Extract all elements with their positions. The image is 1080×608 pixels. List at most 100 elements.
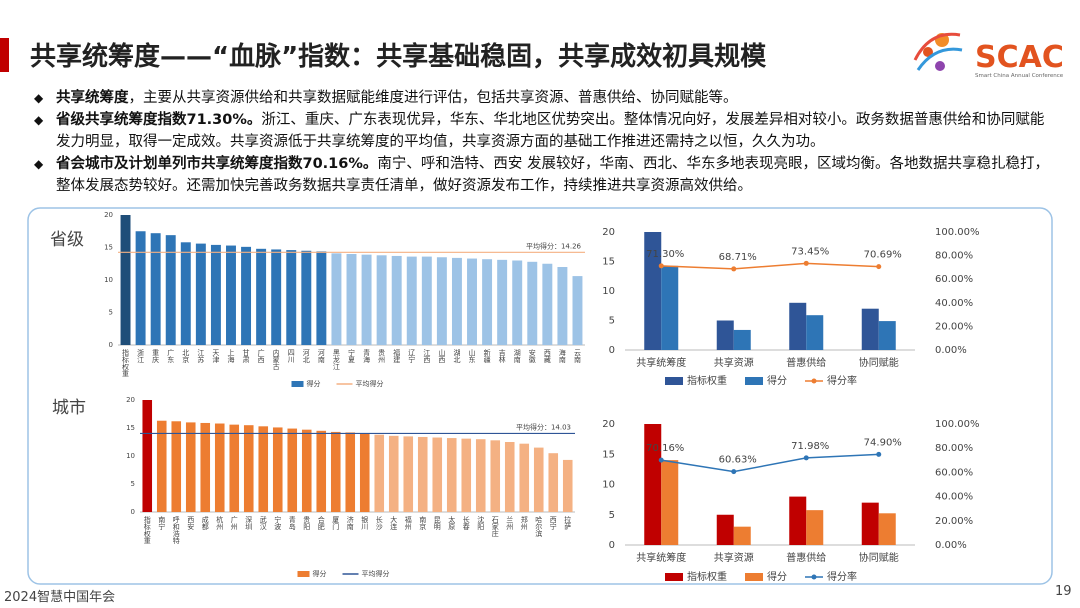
bar — [286, 250, 297, 345]
bar — [156, 420, 167, 512]
chart-frame — [27, 207, 1053, 585]
point — [658, 457, 664, 463]
bullet-text: 南宁、呼和浩特、西安 发展较好，华南、西北、华东多地表现亮眼，区域均衡。各地数据… — [56, 156, 1050, 194]
bar — [271, 249, 282, 345]
legend-swatch — [291, 381, 304, 387]
bar — [135, 231, 146, 345]
logo-subtitle: Smart China Annual Conference — [975, 73, 1064, 79]
y-tick-label: 15 — [602, 449, 615, 460]
value-label: 71.98% — [791, 441, 829, 452]
x-tick-label: 南京 — [419, 515, 427, 531]
bar — [229, 424, 240, 512]
bar — [403, 436, 414, 512]
x-tick-label: 西安 — [187, 516, 195, 531]
bar — [789, 302, 807, 350]
bar — [361, 254, 372, 345]
bar — [165, 235, 176, 345]
x-tick-label: 内蒙古 — [272, 348, 280, 371]
value-label: 70.69% — [864, 250, 902, 261]
average-label: 平均得分：14.26 — [526, 241, 582, 250]
point — [876, 451, 882, 457]
section-label: 省级 — [50, 230, 84, 250]
x-tick-label: 青海 — [363, 348, 371, 364]
bar — [331, 253, 342, 345]
bullet-bold: 省级共享统筹度指数71.30%。 — [56, 112, 262, 128]
point — [731, 266, 737, 272]
x-tick-label: 广州 — [230, 515, 238, 530]
x-tick-label: 西宁 — [549, 516, 557, 530]
value-label: 70.16% — [646, 443, 684, 454]
bar — [482, 259, 493, 345]
x-tick-label: 合肥 — [317, 515, 325, 531]
bar — [432, 437, 443, 512]
bar — [272, 427, 283, 512]
x-tick-label: 青岛 — [288, 515, 296, 531]
bar — [789, 496, 807, 545]
legend-swatch — [811, 574, 817, 580]
bar — [436, 257, 447, 345]
y2-tick-label: 80.00% — [935, 251, 973, 262]
bar — [878, 513, 896, 545]
x-tick-label: 共享统筹度 — [636, 356, 686, 369]
bar — [861, 502, 879, 545]
bar — [733, 526, 751, 545]
bar — [417, 436, 428, 512]
bar — [716, 320, 734, 350]
y-tick-label: 0 — [609, 540, 615, 551]
x-tick-label: 共享资源 — [714, 356, 754, 369]
y-tick-label: 0 — [131, 508, 135, 516]
bullet-list: 共享统筹度，主要从共享资源供给和共享数据赋能维度进行评估，包括共享资源、普惠供给… — [34, 87, 1056, 197]
x-tick-label: 协同赋能 — [859, 551, 899, 564]
legend-label: 指标权重 — [687, 374, 727, 387]
bar — [562, 459, 573, 512]
bar — [461, 438, 472, 512]
y-tick-label: 20 — [126, 396, 135, 404]
x-tick-label: 湖南 — [513, 348, 521, 363]
point — [876, 264, 882, 270]
line — [661, 262, 879, 270]
title: 共享统筹度——“血脉”指数：共享基础稳固，共享成效初具规模 — [30, 42, 767, 72]
y-tick-label: 15 — [104, 244, 113, 252]
bar — [376, 255, 387, 345]
value-label: 60.63% — [719, 455, 757, 466]
title-accent — [0, 38, 9, 72]
y2-tick-label: 60.00% — [935, 467, 973, 478]
value-label: 73.45% — [791, 246, 829, 257]
x-tick-label: 四川 — [287, 349, 295, 363]
x-tick-label: 深圳 — [245, 515, 253, 531]
y-tick-label: 15 — [126, 424, 135, 432]
y2-tick-label: 80.00% — [935, 443, 973, 454]
x-tick-label: 昆明 — [433, 516, 441, 531]
y-tick-label: 20 — [104, 211, 113, 219]
bar — [806, 315, 824, 350]
legend-label: 得分率 — [827, 570, 857, 583]
x-tick-label: 石家庄 — [491, 516, 499, 538]
point — [803, 260, 809, 266]
bar — [142, 400, 153, 512]
logo-text: SCAC — [975, 40, 1064, 75]
y2-tick-label: 0.00% — [935, 540, 967, 551]
bar — [661, 460, 679, 545]
y-tick-label: 10 — [126, 452, 135, 460]
x-tick-label: 宁波 — [274, 515, 282, 531]
y-tick-label: 10 — [104, 276, 113, 284]
bar — [301, 429, 312, 512]
x-tick-label: 长沙 — [375, 515, 383, 530]
x-tick-label: 南宁 — [158, 515, 166, 530]
bar — [451, 257, 462, 345]
bar — [185, 422, 196, 512]
value-label: 74.90% — [864, 437, 902, 448]
x-tick-label: 山西 — [438, 348, 446, 364]
legend-label: 得分率 — [827, 374, 857, 387]
bar — [287, 428, 298, 512]
y2-tick-label: 60.00% — [935, 274, 973, 285]
bar — [497, 259, 508, 345]
bullet: 省级共享统筹度指数71.30%。浙江、重庆、广东表现优异，华东、华北地区优势突出… — [34, 109, 1056, 153]
x-tick-label: 郑州 — [520, 516, 528, 530]
point — [803, 455, 809, 461]
legend-label: 得分 — [767, 375, 787, 387]
bar — [150, 233, 161, 345]
x-tick-label: 黑龙江 — [332, 349, 340, 371]
x-tick-label: 河南 — [317, 349, 325, 363]
x-tick-label: 安徽 — [528, 348, 536, 364]
